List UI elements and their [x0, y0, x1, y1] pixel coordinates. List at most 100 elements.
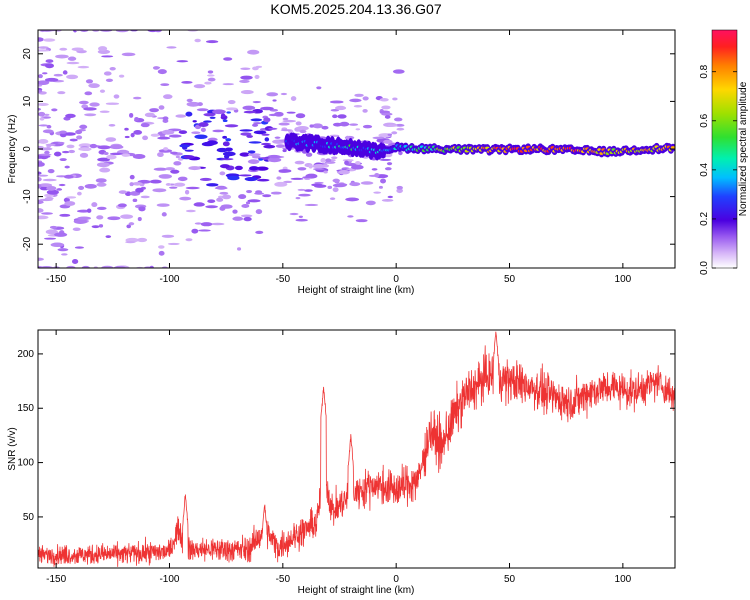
- spectrogram-noise-cell: [45, 229, 58, 235]
- spectrogram-noise-cell: [254, 74, 260, 79]
- spectrogram-noise-cell: [54, 232, 68, 237]
- spectrogram-x-tick-label: -150: [46, 274, 66, 285]
- spectrogram-noise-cell: [274, 136, 281, 139]
- spectrogram-noise-cell: [38, 147, 53, 151]
- spectrogram-noise-cell: [255, 65, 263, 69]
- spectrogram-noise-cell: [252, 100, 261, 104]
- spectrogram-noise-cell: [220, 158, 234, 161]
- spectrogram-noise-cell: [153, 167, 168, 171]
- spectrogram-noise-cell: [185, 186, 200, 190]
- spectrogram-noise-cell: [337, 114, 347, 119]
- spectrogram-x-tick: 100: [615, 30, 632, 285]
- spectrogram-noise-cell: [164, 167, 175, 171]
- spectrogram-noise-cell: [44, 113, 50, 116]
- snr-panel: -150 -100 -50 0 50 100 50 100 150 200 Height of …: [7, 329, 676, 596]
- spectrogram-noise-cell: [240, 132, 252, 136]
- spectrogram-noise-cell: [212, 129, 225, 133]
- spectrogram-noise-cell: [387, 133, 393, 136]
- spectrogram-noise-cell: [91, 225, 100, 229]
- spectrogram-noise-cell: [264, 137, 270, 142]
- snr-x-tick-label: 100: [615, 574, 632, 585]
- spectrogram-noise-cell: [117, 203, 127, 208]
- spectrogram-noise-cell: [222, 119, 228, 123]
- spectrogram-noise-cell: [73, 219, 88, 224]
- spectrogram-noise-cell: [383, 139, 393, 144]
- spectrogram-noise-cell: [194, 222, 203, 225]
- spectrogram-noise-cell: [157, 69, 167, 75]
- spectrogram-noise-cell: [391, 131, 398, 135]
- spectrogram-noise-cell: [76, 209, 91, 213]
- spectrogram-noise-cell: [381, 198, 394, 202]
- spectrogram-noise-cell: [332, 178, 340, 183]
- spectrogram-noise-cell: [107, 216, 121, 221]
- spectrogram-noise-cell: [152, 66, 160, 70]
- spectrogram-noise-cell: [96, 215, 104, 220]
- spectrogram-y-tick: 20: [22, 48, 675, 59]
- spectrogram-noise-cell: [334, 105, 347, 111]
- snr-x-tick: 0: [393, 330, 399, 585]
- spectrogram-noise-cell: [275, 144, 286, 148]
- spectrogram-noise-cell: [206, 183, 219, 187]
- spectrogram-noise-cell: [244, 176, 258, 182]
- spectrogram-noise-cell: [191, 131, 201, 135]
- colorbar-tick-label: 0.4: [699, 162, 710, 176]
- spectrogram-noise-cell: [239, 79, 250, 84]
- snr-x-tick-label: 50: [504, 574, 516, 585]
- spectrogram-noise-cell: [327, 185, 333, 190]
- spectrogram-noise-cell: [71, 47, 84, 52]
- spectrogram-noise-cell: [295, 113, 306, 119]
- spectrogram-noise-cell: [355, 128, 361, 131]
- spectrogram-noise-cell: [246, 134, 253, 138]
- spectrogram-noise-cell: [272, 99, 277, 102]
- spectrogram-noise-cell: [98, 46, 108, 52]
- spectrogram-noise-cell: [38, 74, 43, 79]
- spectrogram-x-tick: -100: [159, 30, 180, 285]
- colorbar-tick: 0.6: [699, 113, 737, 128]
- spectrogram-x-tick: -150: [46, 30, 67, 285]
- spectrogram-noise-cell: [204, 81, 212, 85]
- spectrogram-noise-cell: [78, 185, 85, 191]
- spectrogram-noise-cell: [53, 151, 62, 157]
- snr-x-axis-label: Height of straight line (km): [298, 585, 415, 596]
- spectrogram-noise-cell: [129, 174, 135, 180]
- spectrogram-noise-cell: [239, 174, 252, 177]
- spectrogram-noise-cell: [96, 182, 107, 187]
- colorbar-tick: 0.4: [699, 162, 737, 177]
- spectrogram-y-tick-label: -20: [22, 237, 33, 252]
- spectrogram-noise-cell: [232, 209, 238, 214]
- spectrogram-noise-cell: [39, 265, 54, 268]
- snr-y-tick-label: 100: [17, 458, 34, 469]
- spectrogram-noise-cell: [252, 123, 259, 127]
- spectrogram-y-tick: -10: [22, 189, 675, 204]
- spectrogram-noise-cell: [240, 75, 253, 80]
- spectrogram-noise-cell: [256, 178, 270, 182]
- spectrogram-noise-cell: [97, 157, 111, 162]
- spectrogram-x-tick-label: 100: [615, 274, 632, 285]
- spectrogram-noise-cell: [64, 201, 76, 207]
- spectrogram-noise-cell: [247, 153, 261, 157]
- snr-series-line: [38, 331, 675, 567]
- spectrogram-noise-cell: [77, 216, 92, 221]
- spectrogram-noise-cell: [198, 122, 209, 127]
- spectrogram-noise-cell: [149, 265, 155, 268]
- spectrogram-noise-cell: [38, 139, 49, 144]
- spectrogram-noise-cell: [386, 162, 393, 166]
- spectrogram-noise-cell: [248, 141, 262, 144]
- spectrogram-noise-cell: [173, 161, 182, 166]
- spectrogram-noise-cell: [344, 160, 349, 166]
- spectrogram-noise-cell: [38, 183, 42, 189]
- spectrogram-noise-cell: [209, 116, 216, 119]
- spectrogram-noise-cell: [130, 132, 135, 138]
- spectrogram-noise-cell: [203, 113, 216, 117]
- spectrogram-noise-cell: [298, 215, 303, 218]
- spectrogram-noise-cell: [132, 153, 146, 159]
- spectrogram-noise-cell: [66, 144, 75, 149]
- spectrogram-noise-cell: [224, 154, 230, 159]
- spectrogram-noise-cell: [314, 181, 324, 184]
- spectrogram-noise-cell: [243, 216, 252, 222]
- spectrogram-noise-cell: [124, 127, 129, 131]
- spectrogram-noise-cell: [347, 215, 354, 218]
- spectrogram-noise-cell: [294, 160, 305, 165]
- snr-y-tick: 50: [23, 512, 675, 523]
- spectrogram-noise-cell: [200, 127, 206, 133]
